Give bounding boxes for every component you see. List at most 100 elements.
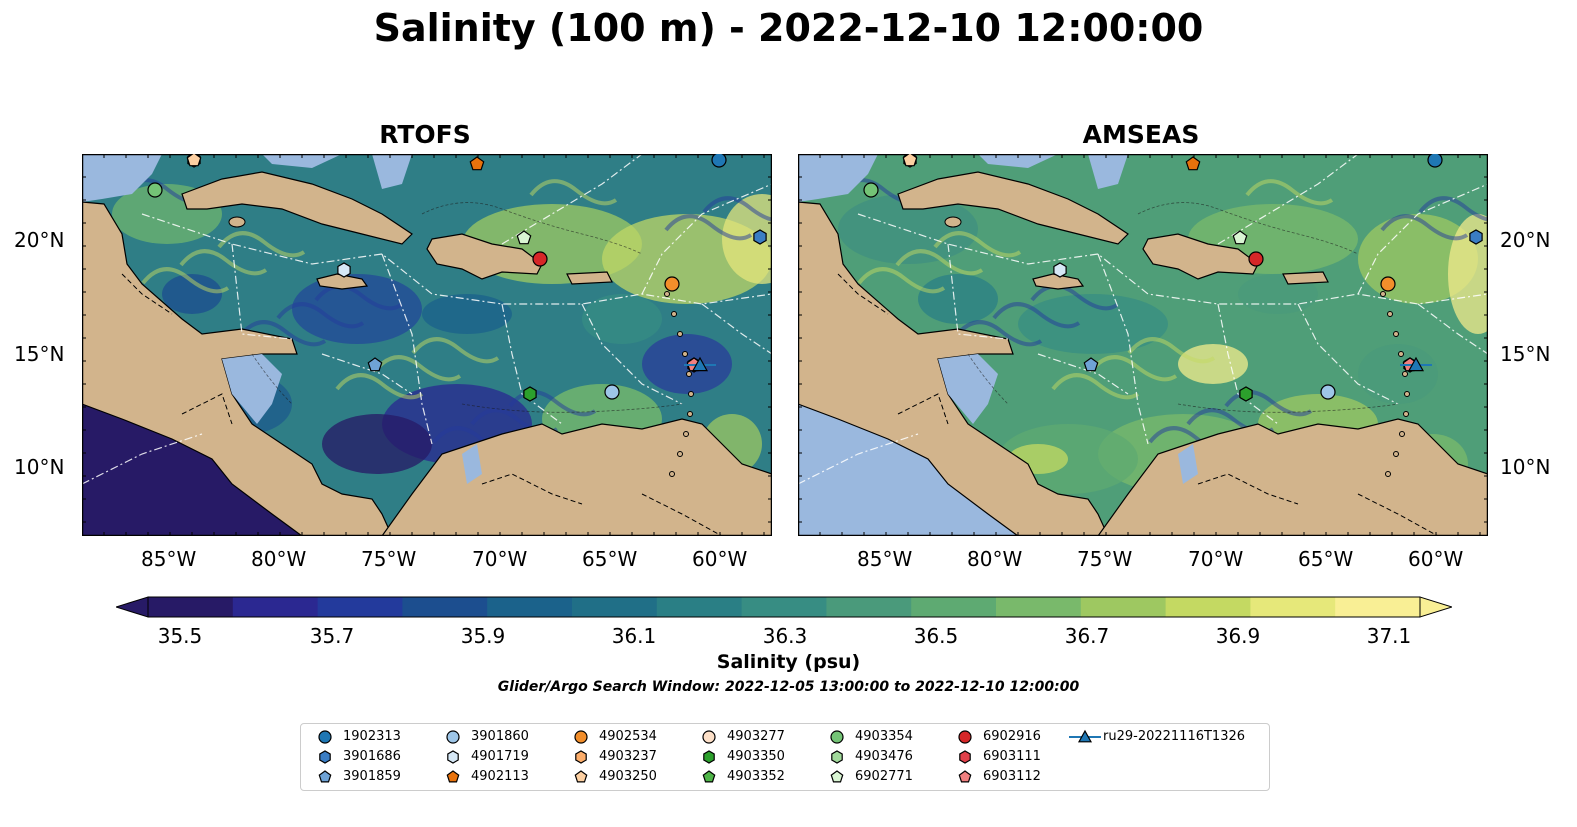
eez-boundary xyxy=(1037,353,1129,395)
eez-boundary xyxy=(501,154,643,245)
border-line xyxy=(121,273,173,315)
float-marker-pentagon xyxy=(516,230,532,245)
salinity-patch xyxy=(918,274,998,324)
float-marker-pentagon xyxy=(186,154,202,167)
nicaragua-shelf xyxy=(938,354,998,424)
hexagon-marker-icon xyxy=(575,750,587,764)
legend-label: 4903354 xyxy=(855,729,913,744)
legend-label: 4901719 xyxy=(471,749,529,764)
colorbar-tick: 36.9 xyxy=(1215,624,1261,648)
float-marker-hexagon xyxy=(523,386,537,402)
eddy-swirl xyxy=(1127,337,1216,364)
eddy-swirl xyxy=(1051,373,1140,400)
lon-label-65w-p2: 65°W xyxy=(1298,547,1354,571)
eez-boundary xyxy=(581,303,683,405)
float-marker-triangle xyxy=(1407,356,1425,372)
land xyxy=(426,233,543,280)
border-line xyxy=(837,273,889,315)
eddy-swirl xyxy=(217,231,306,258)
search-window-note: Glider/Argo Search Window: 2022-12-05 13… xyxy=(497,679,1080,695)
pacific-ocean xyxy=(82,404,302,536)
colorbar-extend-low xyxy=(116,596,149,618)
eddy-swirl xyxy=(1380,214,1469,241)
circle-marker-icon xyxy=(574,730,588,744)
land xyxy=(381,418,772,536)
border-line xyxy=(1357,493,1439,536)
colorbar-label: Salinity (psu) xyxy=(716,651,861,673)
legend-label: 4903277 xyxy=(727,729,785,744)
land xyxy=(566,271,613,285)
lat-label-20n-right: 20°N xyxy=(1500,228,1551,252)
lon-label-60w-p2: 60°W xyxy=(1408,547,1464,571)
legend-label: 4903237 xyxy=(599,749,657,764)
float-marker-pentagon xyxy=(1083,357,1099,372)
colorbar-segment xyxy=(572,597,658,617)
hexagon-marker-icon xyxy=(447,750,459,764)
bathymetry-contour xyxy=(421,202,643,255)
lon-label-80w-p2: 80°W xyxy=(967,547,1023,571)
colorbar-segment xyxy=(826,597,912,617)
lon-label-65w-p1: 65°W xyxy=(582,547,638,571)
legend-label: 4902113 xyxy=(471,769,529,784)
lesser-antilles-island xyxy=(1385,471,1391,477)
legend-marker-circle xyxy=(830,730,844,744)
eez-boundary xyxy=(947,243,1009,340)
legend-marker-hexagon xyxy=(831,750,843,764)
bahamas-bank xyxy=(372,154,412,189)
bathymetry-contour xyxy=(1177,403,1399,413)
legend-label: 4902534 xyxy=(599,729,657,744)
lat-label-15n-left: 15°N xyxy=(14,342,65,366)
lon-label-70w-p2: 70°W xyxy=(1188,547,1244,571)
eddy-swirl xyxy=(508,390,597,417)
land xyxy=(1032,273,1085,290)
eddy-swirl xyxy=(702,196,772,222)
colorbar xyxy=(116,596,1452,618)
float-marker-pentagon xyxy=(1232,230,1248,245)
colorbar-tick: 35.9 xyxy=(460,624,506,648)
lesser-antilles-island xyxy=(677,451,683,457)
eddy-swirl xyxy=(1030,284,1119,311)
colorbar-tick: 35.7 xyxy=(309,624,355,648)
triangle-marker-icon xyxy=(1069,729,1101,743)
hexagon-marker-icon xyxy=(319,750,331,764)
lesser-antilles-island xyxy=(688,391,694,397)
legend-label: 1902313 xyxy=(343,729,401,744)
legend-label: 4903476 xyxy=(855,749,913,764)
lat-label-20n-left: 20°N xyxy=(14,228,65,252)
colorbar-segment xyxy=(1250,597,1336,617)
land xyxy=(181,171,413,245)
legend-marker-pentagon xyxy=(446,770,460,783)
bahamas-bank xyxy=(978,154,1058,168)
panel-title-amseas: AMSEAS xyxy=(1082,120,1200,149)
legend-label: 4903352 xyxy=(727,769,785,784)
lesser-antilles-island xyxy=(1398,351,1404,357)
eddy-swirl xyxy=(1224,390,1313,417)
eddy-swirl xyxy=(857,267,946,294)
circle-marker-icon xyxy=(830,730,844,744)
eez-boundary xyxy=(1357,183,1488,295)
pentagon-marker-icon xyxy=(702,770,716,783)
isle-of-youth xyxy=(228,216,246,228)
lesser-antilles-island xyxy=(1404,391,1410,397)
bahamas-bank xyxy=(1088,154,1128,189)
legend-marker-pentagon xyxy=(702,770,716,783)
pentagon-marker-icon xyxy=(446,770,460,783)
legend-label: ru29-20221116T1326 xyxy=(1103,729,1246,744)
eez-boundary xyxy=(1297,303,1399,405)
colorbar-segment xyxy=(487,597,573,617)
lon-label-60w-p1: 60°W xyxy=(692,547,748,571)
eddy-swirl xyxy=(992,302,1081,329)
eddy-swirl xyxy=(954,320,1043,347)
eez-boundary xyxy=(231,243,293,340)
bathymetry-contour xyxy=(1137,202,1359,255)
lesser-antilles-island xyxy=(683,431,689,437)
legend-marker-triangle xyxy=(1077,729,1093,743)
eddy-swirl xyxy=(373,355,462,382)
float-marker-circle xyxy=(664,276,680,292)
legend-marker-hexagon xyxy=(447,750,459,764)
eez-boundary xyxy=(381,253,433,445)
bahamas-bank xyxy=(262,154,342,168)
legend-label: 3901686 xyxy=(343,749,401,764)
eddy-swirl xyxy=(895,249,984,276)
float-marker-hexagon xyxy=(1469,229,1483,245)
